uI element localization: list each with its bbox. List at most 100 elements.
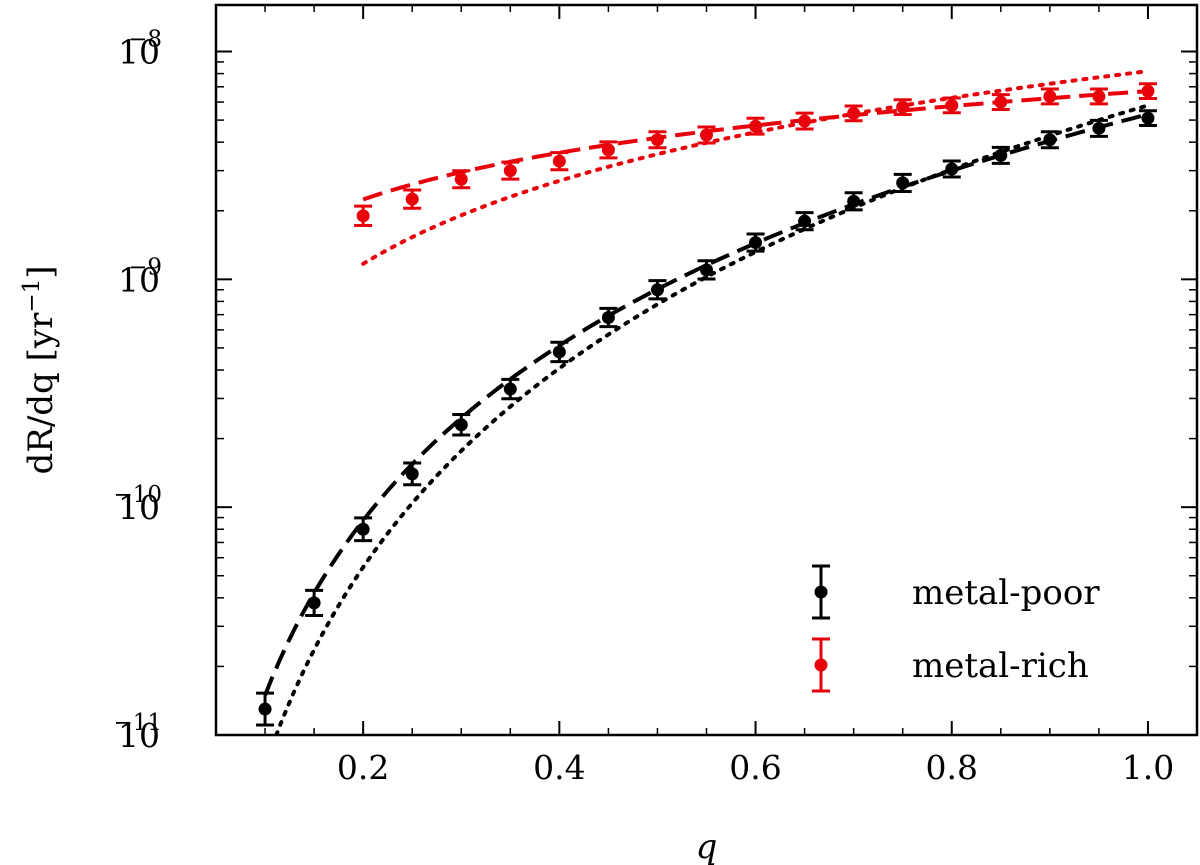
marker (356, 522, 370, 536)
data-point-metal-rich (452, 169, 471, 190)
data-point-metal-poor (1089, 118, 1108, 138)
data-point-metal-rich (795, 111, 814, 131)
dotted-fit-metal-rich (361, 69, 1150, 266)
y-tick-label: 10−9 (118, 254, 162, 299)
marker (798, 214, 812, 228)
data-point-metal-poor (1040, 130, 1059, 150)
marker (749, 236, 763, 250)
data-point-metal-rich (501, 160, 520, 181)
y-tick-label: 10−11 (113, 710, 162, 755)
legend-marker-metal-rich (812, 637, 830, 693)
data-point-metal-rich (844, 104, 863, 123)
legend-label-metal-rich: metal-rich (912, 646, 1089, 686)
data-point-metal-poor (942, 159, 961, 179)
marker (454, 172, 468, 186)
data-point-metal-poor (550, 340, 569, 364)
data-point-metal-poor (795, 211, 814, 232)
data-point-metal-poor (697, 259, 716, 281)
data-point-metal-rich (746, 116, 765, 136)
data-point-metal-poor (991, 145, 1010, 165)
marker (552, 345, 566, 359)
data-point-metal-rich (403, 188, 422, 210)
axis-ticks: 0.2 0.4 0.6 0.8 1.0 10−11 10−10 10−9 10−8 (113, 5, 1197, 787)
y-tick-label: 10−8 (118, 27, 162, 72)
marker (700, 263, 713, 277)
marker (700, 128, 713, 142)
marker (798, 114, 812, 128)
data-point-metal-rich (354, 204, 373, 228)
marker (847, 106, 861, 120)
marker (307, 596, 321, 610)
legend-dot (814, 658, 828, 672)
marker (552, 154, 566, 168)
x-tick-label: 0.2 (337, 748, 389, 787)
y-axis-title-prefix: dR/dq (21, 361, 61, 474)
data-point-metal-poor (403, 461, 422, 487)
marker (945, 162, 959, 176)
data-point-metal-poor (746, 232, 765, 253)
marker (994, 95, 1008, 109)
x-tick-label: 0.4 (533, 748, 585, 787)
marker (1092, 121, 1106, 135)
marker (1043, 89, 1057, 103)
data-point-metal-rich (550, 151, 569, 172)
marker (650, 133, 664, 147)
data-point-metal-rich (599, 140, 618, 160)
marker (503, 382, 517, 396)
data-point-metal-poor (354, 516, 373, 543)
data-point-metal-poor (452, 413, 471, 437)
data-point-metal-rich (648, 130, 667, 150)
marker (945, 98, 959, 112)
marker (258, 702, 272, 716)
data-point-metal-poor (501, 377, 520, 401)
marker (650, 283, 664, 297)
data-points (256, 82, 1157, 727)
legend: metal-poor metal-rich (812, 564, 1100, 693)
y-axis-title-unit: [yr (21, 312, 61, 361)
marker (1141, 84, 1155, 98)
data-point-metal-poor (305, 588, 324, 617)
legend-item-metal-poor: metal-poor (812, 564, 1100, 620)
data-point-metal-poor (1138, 109, 1157, 128)
data-point-metal-rich (1089, 87, 1108, 106)
legend-label-metal-poor: metal-poor (912, 573, 1100, 613)
marker (749, 119, 763, 133)
data-point-metal-rich (1138, 82, 1157, 101)
data-point-metal-poor (893, 172, 912, 193)
y-tick-label: 10−10 (113, 482, 162, 527)
x-tick-label: 1.0 (1122, 748, 1174, 787)
x-tick-label: 0.6 (729, 748, 781, 787)
data-point-metal-poor (599, 306, 618, 329)
data-point-metal-poor (256, 691, 275, 727)
marker (896, 176, 910, 190)
marker (1141, 111, 1155, 125)
marker (601, 310, 615, 324)
y-axis-title-close: ] (21, 265, 61, 278)
marker (896, 100, 910, 114)
marker (356, 209, 370, 223)
data-point-metal-rich (942, 96, 961, 115)
marker (454, 418, 468, 432)
marker (601, 143, 615, 157)
x-axis-title: q (696, 827, 718, 865)
marker (405, 467, 419, 481)
marker (405, 192, 419, 206)
plot-frame (214, 3, 1199, 737)
x-tick-label: 0.8 (926, 748, 978, 787)
data-point-metal-poor (844, 191, 863, 212)
legend-dot (814, 585, 828, 599)
y-axis-title: dR/dq [yr−1] (19, 265, 61, 474)
data-point-metal-rich (893, 98, 912, 117)
marker (1043, 133, 1057, 147)
marker (503, 164, 517, 178)
marker (847, 194, 861, 208)
marker (1092, 89, 1106, 103)
legend-marker-metal-poor (812, 564, 830, 620)
data-point-metal-poor (648, 279, 667, 301)
marker (994, 148, 1008, 162)
data-point-metal-rich (1040, 87, 1059, 106)
y-axis-title-exp: −1 (19, 279, 45, 313)
data-point-metal-rich (991, 93, 1010, 111)
dashed-fit-metal-rich (362, 89, 1149, 202)
